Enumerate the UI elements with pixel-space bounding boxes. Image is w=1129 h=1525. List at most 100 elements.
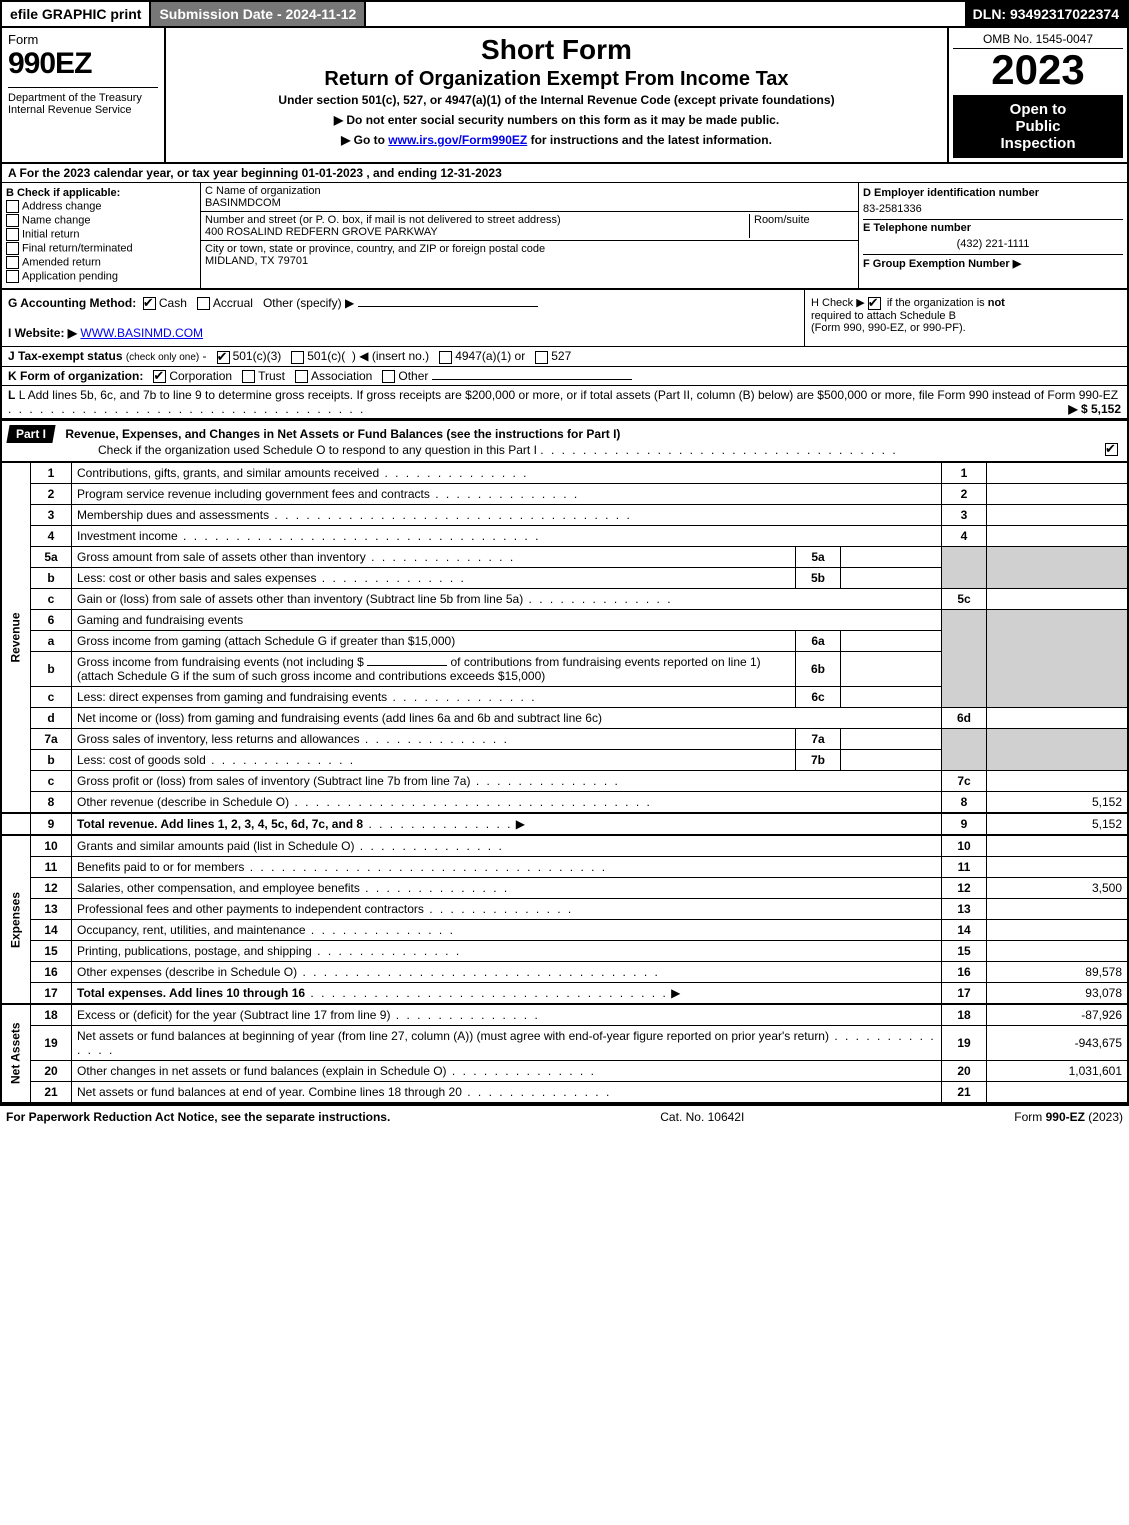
line-6b-desc1: Gross income from fundraising events (no…	[77, 655, 364, 669]
website-link[interactable]: WWW.BASINMD.COM	[80, 326, 203, 340]
subamt-5b[interactable]	[841, 567, 942, 588]
subamt-6c[interactable]	[841, 686, 942, 707]
dept-label: Department of the Treasury	[8, 92, 158, 104]
subamt-7a[interactable]	[841, 728, 942, 749]
box-21: 21	[942, 1081, 987, 1103]
cb-527[interactable]	[535, 351, 548, 364]
line-8-desc: Other revenue (describe in Schedule O)	[77, 795, 289, 809]
cb-other-org[interactable]	[382, 370, 395, 383]
col-c-org-info: C Name of organization BASINMDCOM Number…	[201, 183, 859, 288]
amt-15[interactable]	[987, 940, 1129, 961]
street-label: Number and street (or P. O. box, if mail…	[205, 214, 749, 226]
amt-14[interactable]	[987, 919, 1129, 940]
cb-initial-return[interactable]: Initial return	[6, 228, 196, 241]
line-6d-desc: Net income or (loss) from gaming and fun…	[77, 711, 602, 725]
open-line1: Open to	[955, 101, 1121, 118]
row-6d-num: d	[31, 707, 72, 728]
efile-print[interactable]: efile GRAPHIC print	[2, 2, 151, 26]
amt-6d[interactable]	[987, 707, 1129, 728]
row-5b-num: b	[31, 567, 72, 588]
row-19-num: 19	[31, 1025, 72, 1060]
amt-7c[interactable]	[987, 770, 1129, 791]
amt-11[interactable]	[987, 856, 1129, 877]
subamt-7b[interactable]	[841, 749, 942, 770]
subamt-5a[interactable]	[841, 546, 942, 567]
cb-501c[interactable]	[291, 351, 304, 364]
revenue-side-label: Revenue	[1, 462, 31, 813]
box-18: 18	[942, 1004, 987, 1026]
amt-2[interactable]	[987, 483, 1129, 504]
cb-cash[interactable]	[143, 297, 156, 310]
submission-date: Submission Date - 2024-11-12	[151, 2, 366, 26]
amt-3[interactable]	[987, 504, 1129, 525]
other-specify-input[interactable]	[358, 306, 538, 307]
row-21-num: 21	[31, 1081, 72, 1103]
line-13-desc: Professional fees and other payments to …	[77, 902, 424, 916]
irs-link[interactable]: www.irs.gov/Form990EZ	[388, 133, 527, 147]
box-4: 4	[942, 525, 987, 546]
open-line3: Inspection	[955, 135, 1121, 152]
line-3-desc: Membership dues and assessments	[77, 508, 269, 522]
line-5a-desc: Gross amount from sale of assets other t…	[77, 550, 366, 564]
line-5c-desc: Gain or (loss) from sale of assets other…	[77, 592, 523, 606]
other-org-input[interactable]	[432, 379, 632, 380]
row-14-num: 14	[31, 919, 72, 940]
corp-label: Corporation	[169, 369, 232, 383]
ein-label: D Employer identification number	[863, 187, 1123, 199]
main-title: Return of Organization Exempt From Incom…	[172, 68, 941, 91]
contrib-input[interactable]	[367, 665, 447, 666]
goto-suffix: for instructions and the latest informat…	[527, 133, 772, 147]
line-4-desc: Investment income	[77, 529, 178, 543]
cb-schedule-o-part1[interactable]	[1105, 443, 1118, 456]
amt-8: 5,152	[987, 791, 1129, 813]
l-amount: ▶ $ 5,152	[1068, 402, 1121, 416]
h-prefix: H Check ▶	[811, 297, 865, 309]
box-15: 15	[942, 940, 987, 961]
cb-name-change[interactable]: Name change	[6, 214, 196, 227]
cb-final-return[interactable]: Final return/terminated	[6, 242, 196, 255]
subamt-6b[interactable]	[841, 651, 942, 686]
cb-amended-return[interactable]: Amended return	[6, 256, 196, 269]
subamt-6a[interactable]	[841, 630, 942, 651]
row-17-num: 17	[31, 982, 72, 1004]
amt-21[interactable]	[987, 1081, 1129, 1103]
expenses-side-label: Expenses	[1, 835, 31, 1004]
part-i-header: Part I Revenue, Expenses, and Changes in…	[0, 419, 1129, 462]
sub-5a: 5a	[796, 546, 841, 567]
sub-6a: 6a	[796, 630, 841, 651]
goto-prefix: ▶ Go to	[341, 133, 388, 147]
other-label: Other (specify) ▶	[263, 296, 354, 310]
dln: DLN: 93492317022374	[965, 2, 1127, 26]
irs-label: Internal Revenue Service	[8, 104, 158, 116]
box-1: 1	[942, 462, 987, 483]
form-id-block: Form 990EZ Department of the Treasury In…	[2, 28, 166, 162]
amt-5c[interactable]	[987, 588, 1129, 609]
cb-schedule-b[interactable]	[868, 297, 881, 310]
cb-4947[interactable]	[439, 351, 452, 364]
line-12-desc: Salaries, other compensation, and employ…	[77, 881, 360, 895]
cb-501c3[interactable]	[217, 351, 230, 364]
g-label: G Accounting Method:	[8, 296, 136, 310]
amt-4[interactable]	[987, 525, 1129, 546]
form-label: Form	[8, 32, 38, 47]
amt-1[interactable]	[987, 462, 1129, 483]
col-b-checkboxes: B Check if applicable: Address change Na…	[2, 183, 201, 288]
cb-application-pending[interactable]: Application pending	[6, 270, 196, 283]
goto-line: ▶ Go to www.irs.gov/Form990EZ for instru…	[172, 133, 941, 147]
amt-13[interactable]	[987, 898, 1129, 919]
sub-6b: 6b	[796, 651, 841, 686]
group-exemption-label: F Group Exemption Number ▶	[863, 254, 1123, 270]
row-2-num: 2	[31, 483, 72, 504]
h-line2: required to attach Schedule B	[811, 310, 1121, 322]
row-k-form-org: K Form of organization: Corporation Trus…	[0, 367, 1129, 386]
top-bar: efile GRAPHIC print Submission Date - 20…	[0, 0, 1129, 28]
box-12: 12	[942, 877, 987, 898]
cb-association[interactable]	[295, 370, 308, 383]
cb-corporation[interactable]	[153, 370, 166, 383]
cb-accrual[interactable]	[197, 297, 210, 310]
amt-10[interactable]	[987, 835, 1129, 857]
box-14: 14	[942, 919, 987, 940]
row-9-num: 9	[31, 813, 72, 835]
cb-address-change[interactable]: Address change	[6, 200, 196, 213]
cb-trust[interactable]	[242, 370, 255, 383]
